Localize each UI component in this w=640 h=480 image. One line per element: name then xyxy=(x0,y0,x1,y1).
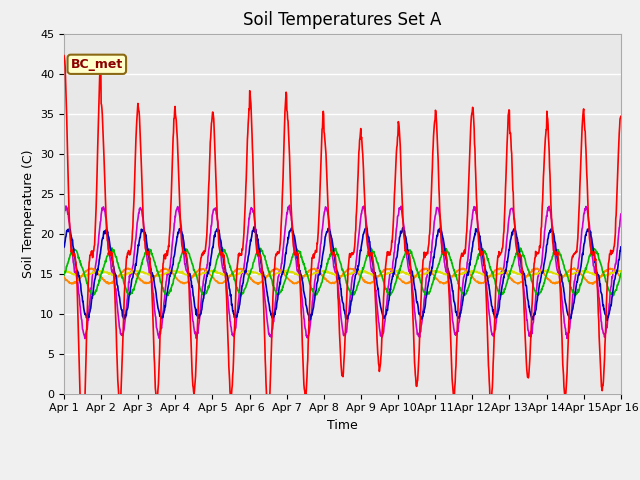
-4cm xyxy=(552,240,559,246)
Line: Theta_Temp: Theta_Temp xyxy=(64,205,621,338)
-8cm xyxy=(617,271,625,276)
-2cm xyxy=(246,96,254,102)
Y-axis label: Soil Temperature (C): Soil Temperature (C) xyxy=(22,149,35,278)
-16cm xyxy=(246,275,254,280)
-2cm xyxy=(79,449,87,455)
-8cm xyxy=(552,248,559,253)
-2cm xyxy=(171,108,179,113)
-4cm xyxy=(184,265,191,271)
-4cm xyxy=(250,224,258,230)
-8cm xyxy=(502,282,510,288)
Theta_Temp xyxy=(60,214,68,220)
-32cm xyxy=(551,271,559,276)
-2cm xyxy=(429,144,437,149)
-16cm xyxy=(171,273,179,279)
-32cm xyxy=(60,268,68,274)
X-axis label: Time: Time xyxy=(327,419,358,432)
Theta_Temp xyxy=(552,255,559,261)
-8cm xyxy=(218,245,226,251)
-8cm xyxy=(247,268,255,274)
-16cm xyxy=(552,281,559,287)
-16cm xyxy=(60,274,68,280)
-32cm xyxy=(617,269,625,275)
Line: -2cm: -2cm xyxy=(64,56,621,452)
Theta_Temp xyxy=(171,220,179,226)
-2cm xyxy=(551,249,559,254)
-16cm xyxy=(429,272,437,277)
Line: -16cm: -16cm xyxy=(64,268,621,284)
-4cm xyxy=(246,242,254,248)
-8cm xyxy=(60,272,68,278)
Theta_Temp xyxy=(429,228,437,234)
-4cm xyxy=(60,244,68,250)
-16cm xyxy=(617,274,625,280)
Theta_Temp xyxy=(285,203,293,208)
-8cm xyxy=(237,294,244,300)
Line: -32cm: -32cm xyxy=(64,270,621,277)
-4cm xyxy=(429,254,437,260)
-4cm xyxy=(502,265,510,271)
-2cm xyxy=(184,269,192,275)
-8cm xyxy=(429,277,437,283)
Theta_Temp xyxy=(184,272,192,278)
Line: -8cm: -8cm xyxy=(64,248,621,297)
-2cm xyxy=(617,114,625,120)
Theta_Temp xyxy=(81,336,89,341)
-2cm xyxy=(502,177,509,182)
-32cm xyxy=(560,274,568,280)
-4cm xyxy=(617,244,625,250)
-32cm xyxy=(284,267,291,273)
-32cm xyxy=(429,268,437,274)
-16cm xyxy=(254,281,262,287)
-32cm xyxy=(246,269,254,275)
-8cm xyxy=(170,276,178,281)
-32cm xyxy=(502,269,509,275)
-32cm xyxy=(184,272,191,278)
-32cm xyxy=(170,268,178,274)
Theta_Temp xyxy=(617,211,625,217)
Theta_Temp xyxy=(246,207,254,213)
-16cm xyxy=(502,270,510,276)
-2cm xyxy=(60,53,68,59)
-16cm xyxy=(159,265,167,271)
-16cm xyxy=(184,279,192,285)
-4cm xyxy=(170,253,178,259)
-4cm xyxy=(305,318,313,324)
Theta_Temp xyxy=(502,242,510,248)
-8cm xyxy=(184,249,191,254)
Line: -4cm: -4cm xyxy=(64,227,621,321)
Text: BC_met: BC_met xyxy=(70,58,123,71)
Title: Soil Temperatures Set A: Soil Temperatures Set A xyxy=(243,11,442,29)
